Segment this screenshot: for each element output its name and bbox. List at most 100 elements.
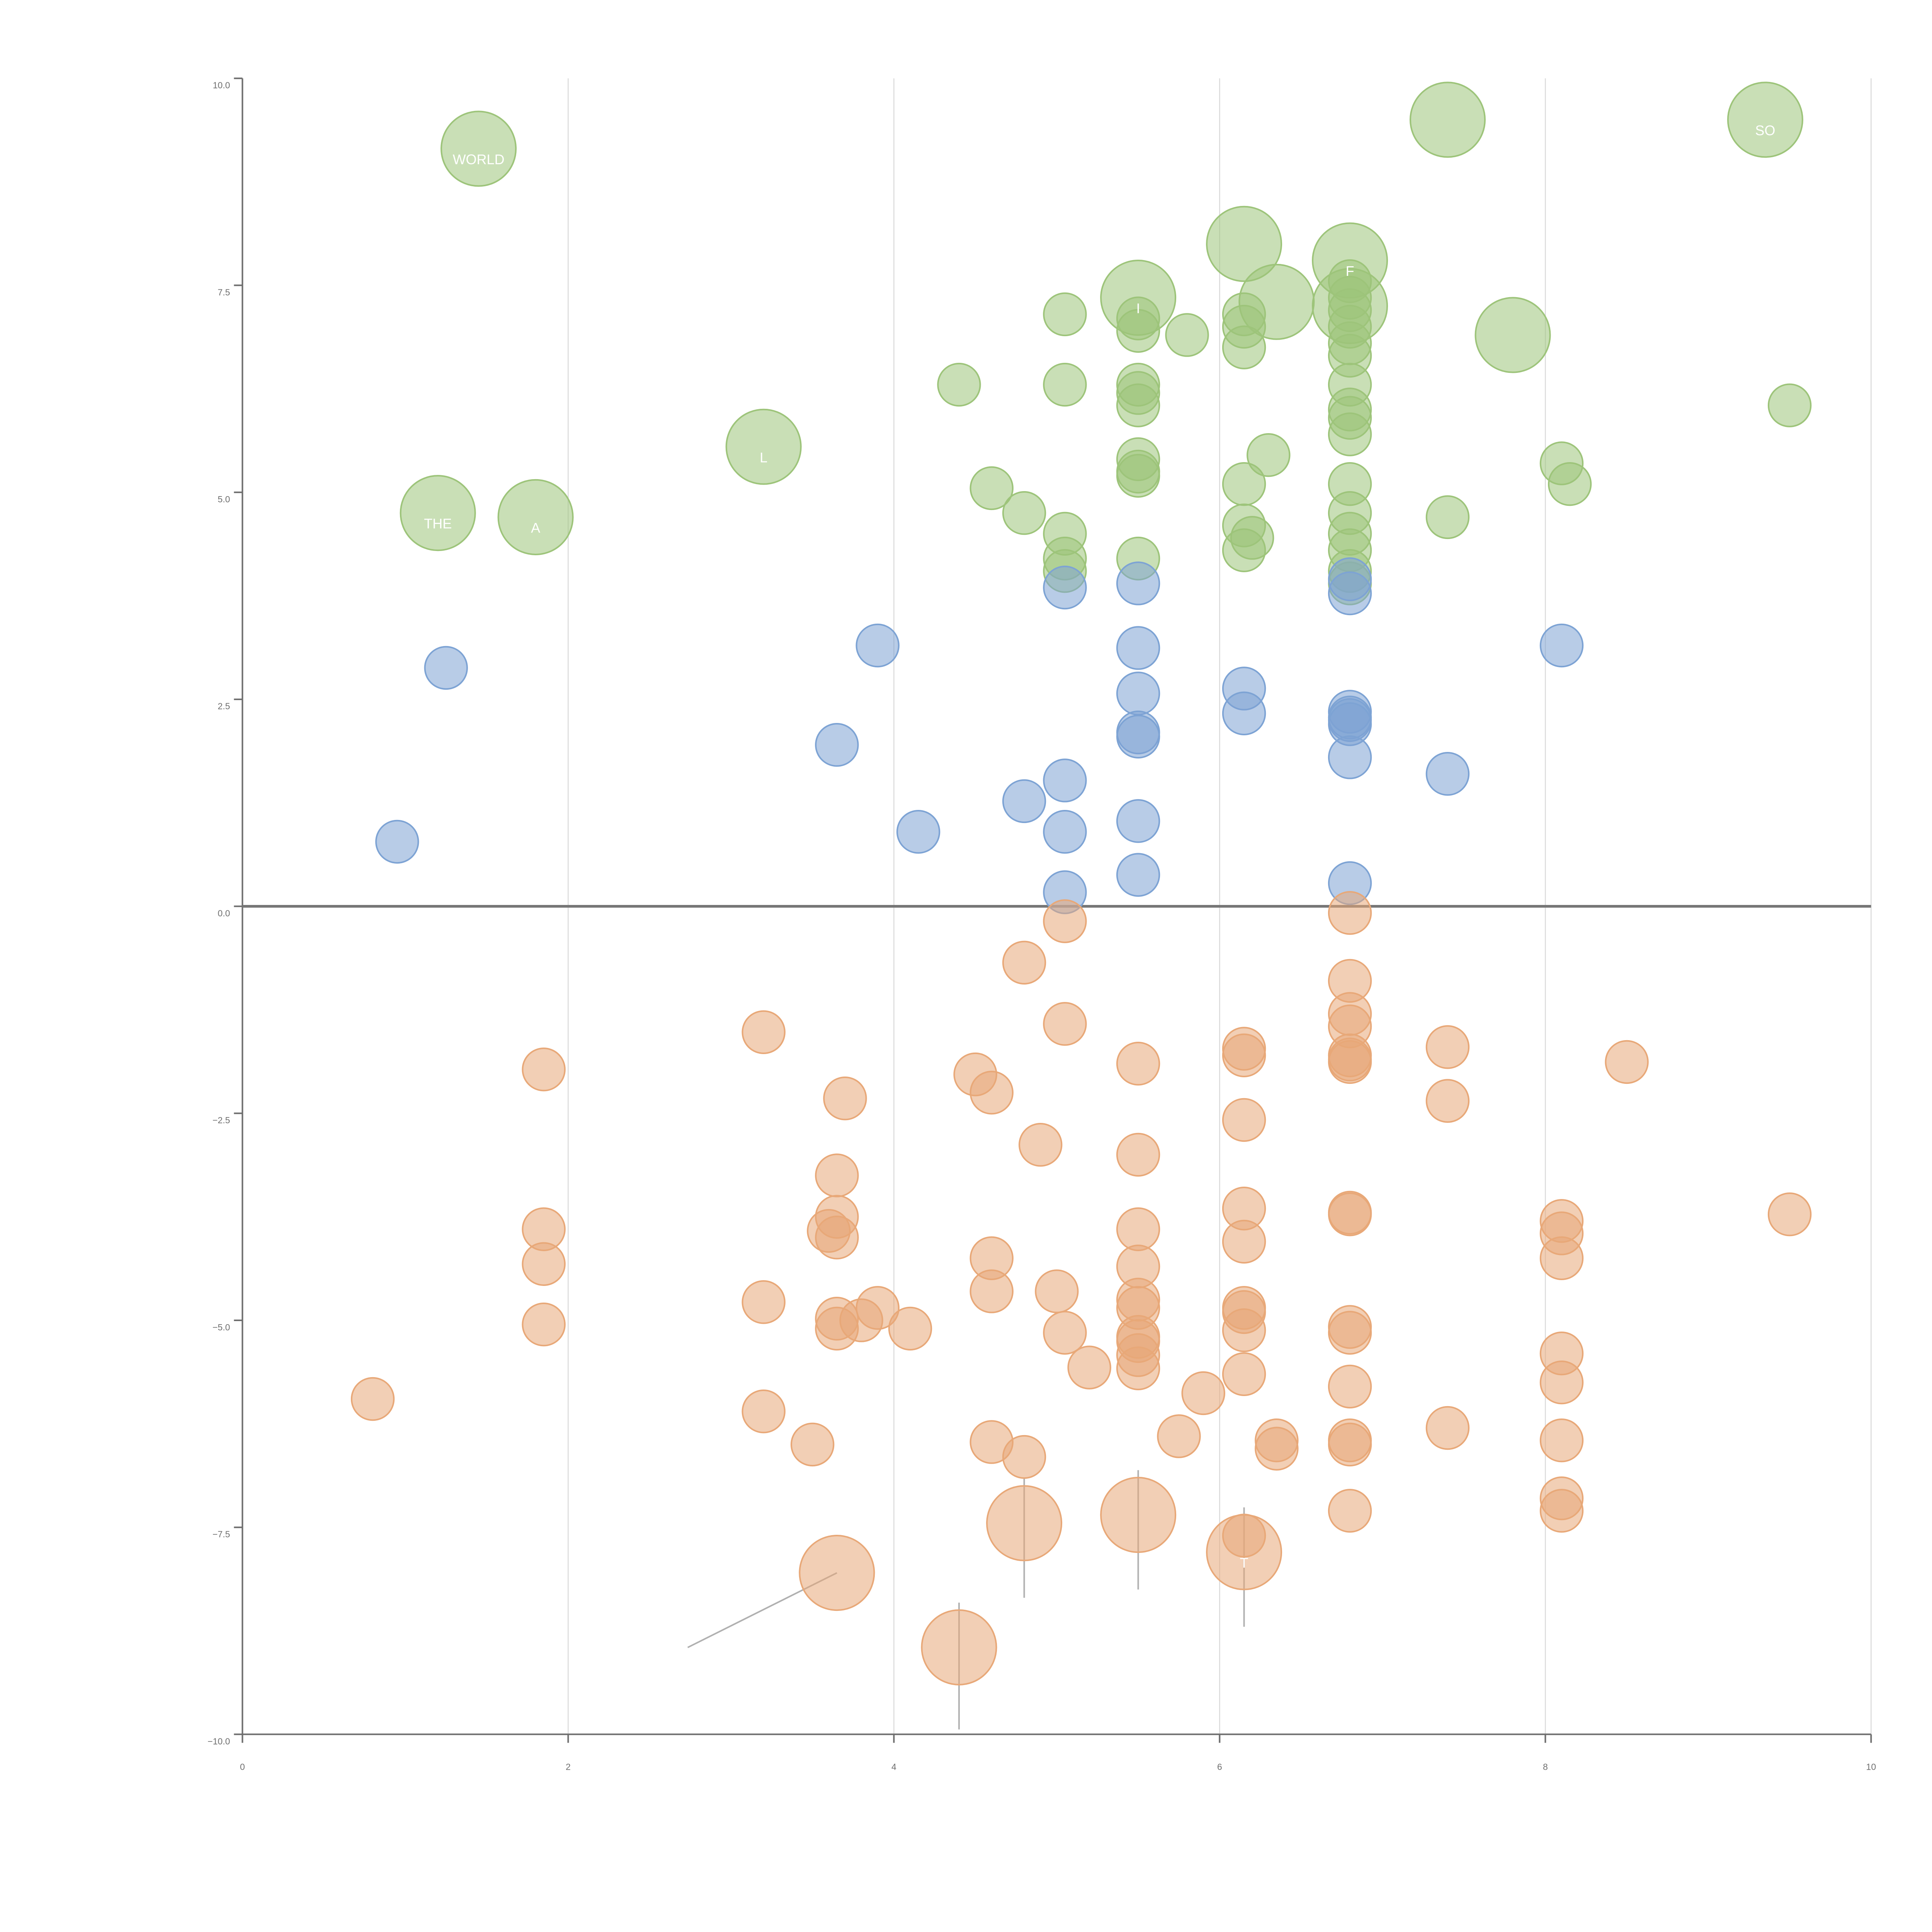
neutral-point — [1116, 672, 1160, 716]
negative-point — [1539, 1361, 1584, 1405]
y-tick-label: −7.5 — [213, 1529, 230, 1539]
y-tick-label: 7.5 — [218, 287, 230, 297]
positive-point — [1043, 362, 1087, 407]
positive-point — [1767, 383, 1812, 427]
bubble-label: WORLD — [453, 151, 505, 167]
negative-point — [1425, 1079, 1470, 1123]
negative-point — [1605, 1040, 1649, 1084]
x-tick-label: 6 — [1217, 1762, 1222, 1772]
bubble-label: THE — [424, 516, 452, 532]
bubble-label: F — [1346, 263, 1354, 279]
negative-point — [1328, 1192, 1372, 1236]
negative-point — [1043, 899, 1087, 943]
negative-point — [742, 1010, 786, 1054]
negative-point — [1002, 940, 1046, 985]
positive-point — [1247, 433, 1291, 477]
negative-point — [790, 1422, 835, 1467]
positive-point — [1116, 383, 1160, 427]
bubble-labels-layer: WORLD THE A L I F SO T — [424, 122, 1775, 1571]
negative-point — [1222, 1308, 1266, 1352]
positive-large-point — [1238, 264, 1315, 340]
neutral-point — [1539, 623, 1584, 668]
negative-point — [742, 1280, 786, 1324]
negative-point — [1328, 891, 1372, 935]
neutral-point — [1043, 565, 1087, 610]
bubble-label: I — [1136, 301, 1140, 316]
neutral-point — [1116, 626, 1160, 670]
neutral-point — [1116, 561, 1160, 605]
negative-point — [522, 1242, 566, 1286]
negative-point — [1067, 1345, 1111, 1389]
negative-point — [522, 1303, 566, 1347]
y-tick-label: 10.0 — [213, 80, 230, 90]
tick-labels-layer: 0 2 4 6 8 10 10.0 7.5 5.0 2.5 0.0 −2.5 −5.0 −7.5 −10.0 — [207, 80, 1876, 1772]
positive-large-point — [1206, 206, 1282, 282]
bubble-label: SO — [1755, 122, 1775, 138]
neutral-point — [855, 623, 900, 668]
negative-point — [815, 1153, 859, 1197]
negative-point — [1767, 1192, 1812, 1236]
positive-point — [1043, 292, 1087, 337]
neutral-point — [424, 646, 468, 690]
negative-point — [1116, 1346, 1160, 1390]
negative-point — [1328, 1040, 1372, 1084]
positive-large-point — [440, 111, 517, 187]
neutral-point — [1043, 810, 1087, 854]
x-tick-label: 2 — [566, 1762, 571, 1772]
positive-point — [1548, 462, 1592, 506]
negative-large-point — [921, 1609, 997, 1685]
neutral-point — [375, 820, 419, 864]
negative-point — [742, 1389, 786, 1434]
y-tick-label: −2.5 — [213, 1115, 230, 1125]
negative-large-point — [1100, 1477, 1177, 1553]
negative-point — [815, 1216, 859, 1260]
positive-point — [1002, 491, 1046, 535]
positive-large-point — [1727, 82, 1803, 158]
bubble-label: A — [531, 520, 540, 536]
negative-point — [969, 1269, 1014, 1313]
positive-point — [937, 362, 981, 407]
y-tick-label: 5.0 — [218, 494, 230, 504]
negative-point — [1328, 1311, 1372, 1355]
neutral-point — [1116, 799, 1160, 843]
negative-point — [1043, 1002, 1087, 1046]
positive-point — [1165, 313, 1209, 357]
positive-large-point — [1312, 268, 1388, 344]
negative-point — [1425, 1406, 1470, 1450]
negative-point — [1222, 1352, 1266, 1396]
positive-large-point — [1100, 260, 1177, 336]
negative-point — [1222, 1219, 1266, 1264]
positive-point — [1230, 516, 1274, 560]
positive-large-point — [1409, 82, 1486, 158]
y-tick-label: 0.0 — [218, 908, 230, 918]
positive-large-point — [725, 408, 802, 485]
positive-point — [1222, 325, 1266, 369]
neutral-point — [1328, 735, 1372, 779]
negative-point — [522, 1048, 566, 1092]
negative-point — [823, 1077, 867, 1121]
neutral-point — [1222, 691, 1266, 735]
negative-point — [969, 1071, 1014, 1115]
negative-point — [888, 1306, 932, 1351]
negative-point — [1539, 1418, 1584, 1463]
x-tick-label: 0 — [240, 1762, 245, 1772]
negative-point — [1157, 1414, 1201, 1458]
data-points-layer — [350, 82, 1812, 1685]
neutral-point — [1328, 571, 1372, 616]
positive-large-point — [400, 475, 476, 551]
positive-point — [969, 466, 1014, 510]
x-tick-label: 8 — [1543, 1762, 1548, 1772]
negative-point — [1116, 1133, 1160, 1177]
positive-point — [1116, 454, 1160, 498]
neutral-point — [1043, 759, 1087, 803]
negative-point — [1116, 1207, 1160, 1251]
neutral-point — [1116, 853, 1160, 897]
bubble-label: T — [1240, 1555, 1248, 1571]
negative-point — [1255, 1427, 1299, 1471]
x-tick-label: 10 — [1866, 1762, 1876, 1772]
negative-point — [1035, 1269, 1079, 1313]
negative-point — [1328, 1489, 1372, 1533]
y-tick-label: −5.0 — [213, 1322, 230, 1332]
negative-large-point — [986, 1485, 1063, 1561]
